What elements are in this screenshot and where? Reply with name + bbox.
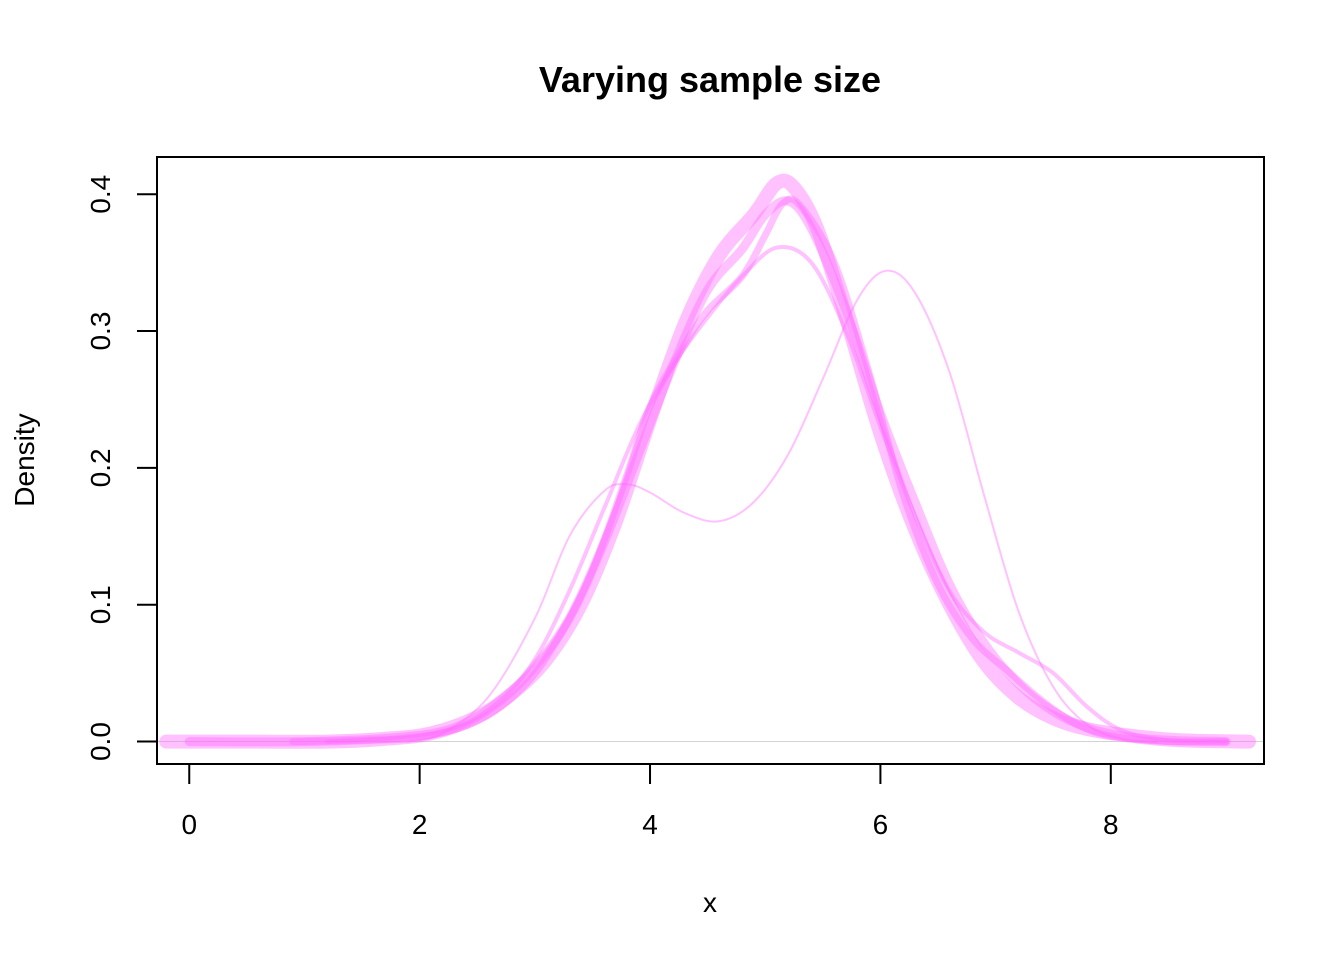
x-axis: 0 2 4 6 8 [181,763,1119,840]
x-tick-label: 6 [873,809,889,840]
y-tick-label: 0.1 [85,585,116,624]
y-tick-label: 0.4 [85,175,116,214]
chart-title: Varying sample size [539,59,881,100]
plot-box [156,156,1265,765]
y-axis: 0.0 0.1 0.2 0.3 0.4 [85,175,158,761]
x-tick-label: 2 [412,809,428,840]
x-tick-label: 8 [1103,809,1119,840]
x-axis-label: x [703,887,717,918]
density-curve-3 [289,195,1230,746]
density-curve-2 [325,245,1228,744]
series-group [159,173,1256,749]
y-tick-label: 0.2 [85,448,116,487]
x-tick-label: 0 [181,809,197,840]
x-tick-label: 4 [642,809,658,840]
y-axis-label: Density [9,413,40,506]
y-tick-label: 0.0 [85,722,116,761]
density-curve-5 [159,173,1256,749]
density-curve-1 [407,269,1158,743]
y-tick-label: 0.3 [85,312,116,351]
density-curve-4 [184,196,1231,747]
